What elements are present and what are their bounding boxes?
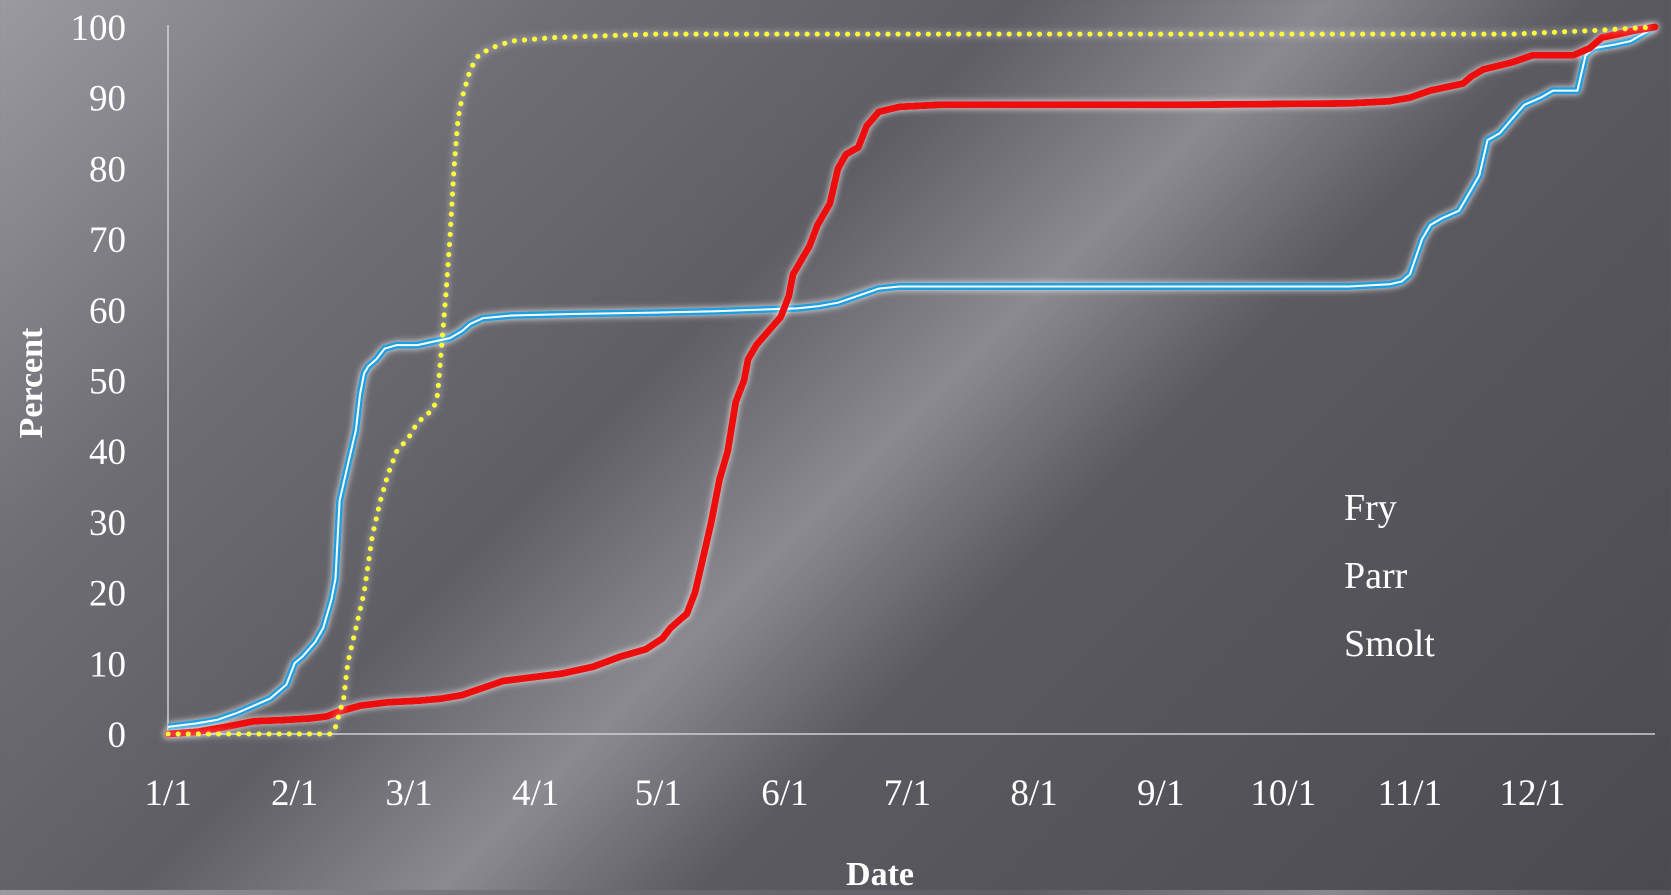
y-tick-label: 20 bbox=[89, 574, 126, 615]
x-tick-label: 10/1 bbox=[1250, 773, 1316, 814]
y-tick-label: 30 bbox=[89, 503, 126, 544]
x-tick-label: 1/1 bbox=[144, 773, 191, 814]
x-tick-label: 7/1 bbox=[884, 773, 931, 814]
y-tick-label: 90 bbox=[89, 79, 126, 120]
series-line-parr bbox=[167, 23, 1657, 731]
legend-item-smolt: Smolt bbox=[1266, 623, 1435, 665]
x-tick-label: 11/1 bbox=[1378, 773, 1442, 814]
y-tick-label: 70 bbox=[89, 220, 126, 261]
legend-label-fry: Fry bbox=[1344, 487, 1397, 529]
y-tick-label: 50 bbox=[89, 362, 126, 403]
y-tick-label: 40 bbox=[89, 432, 126, 473]
legend-label-parr: Parr bbox=[1344, 555, 1408, 597]
x-tick-label: 12/1 bbox=[1500, 773, 1566, 814]
x-tick-label: 4/1 bbox=[512, 773, 559, 814]
y-tick-label: 80 bbox=[89, 149, 126, 190]
y-tick-label: 60 bbox=[89, 291, 126, 332]
x-tick-label: 5/1 bbox=[635, 773, 682, 814]
x-tick-label: 2/1 bbox=[271, 773, 318, 814]
legend-label-smolt: Smolt bbox=[1344, 623, 1435, 665]
legend-item-fry: Fry bbox=[1267, 487, 1397, 529]
x-tick-label: 8/1 bbox=[1010, 773, 1057, 814]
x-tick-label: 9/1 bbox=[1137, 773, 1184, 814]
series-line-smolt bbox=[164, 23, 1659, 738]
x-axis-title: Date bbox=[846, 856, 914, 890]
y-axis-title: Percent bbox=[13, 327, 50, 438]
y-tick-label: 100 bbox=[71, 8, 127, 49]
y-tick-label: 0 bbox=[108, 715, 127, 756]
legend-item-parr: Parr bbox=[1270, 555, 1408, 597]
x-tick-label: 3/1 bbox=[385, 773, 432, 814]
x-tick-label: 6/1 bbox=[761, 773, 808, 814]
y-tick-label: 10 bbox=[89, 644, 126, 685]
